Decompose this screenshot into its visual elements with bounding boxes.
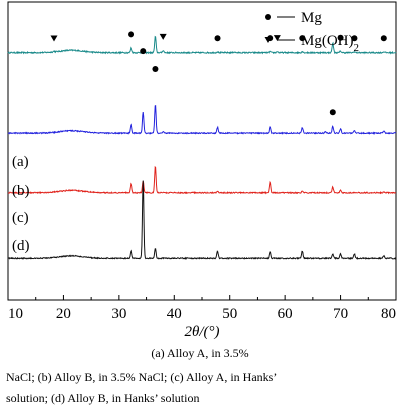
mgoh2-marker-1: [159, 33, 167, 40]
mg-marker-9: [380, 35, 387, 42]
x-axis: 10 20 30 40 50 60 70 80 2θ/(°): [7, 295, 397, 340]
legend-mgoh2-label: Mg(OH)2: [301, 33, 359, 54]
x-tick-label-2: 30: [111, 306, 126, 322]
x-tick-label-5: 60: [278, 306, 293, 322]
series-trace-1: [7, 104, 397, 135]
mg-marker-3: [214, 35, 221, 42]
mg-marker-8: [351, 35, 358, 42]
mgoh2-marker-2: [273, 35, 281, 42]
x-tick-label-6: 70: [333, 306, 348, 322]
caption-line-2: NaCl; (b) Alloy B, in 3.5% NaCl; (c) All…: [6, 370, 278, 384]
x-tick-label-3: 40: [167, 306, 182, 322]
mg-marker-5: [299, 35, 306, 42]
x-axis-label: 2θ/(°): [184, 324, 219, 340]
legend-mg-label: Mg: [301, 10, 322, 26]
caption-line-3: solution; (d) Alloy B, in Hanks’ solutio…: [6, 391, 200, 405]
mgoh2-marker-0: [50, 35, 58, 42]
x-tick-label-7: 80: [381, 306, 396, 322]
x-tick-label-0: 10: [8, 306, 23, 322]
caption-line-1: (a) Alloy A, in 3.5%: [151, 346, 249, 360]
x-tick-label-1: 20: [56, 306, 71, 322]
series-label-2: (c): [12, 210, 29, 226]
series-label-0: (a): [12, 154, 29, 170]
legend-mgoh2-marker: [264, 37, 272, 43]
mg-marker-6: [329, 109, 336, 116]
series-layer: [7, 35, 397, 260]
legend-mg-marker: [265, 14, 271, 20]
mg-marker-0: [128, 31, 135, 38]
mg-marker-2: [152, 66, 159, 73]
x-tick-label-4: 50: [222, 306, 237, 322]
legend: Mg Mg(OH)2: [264, 10, 359, 54]
series-trace-2: [7, 165, 397, 195]
series-labels: (a) (b) (c) (d): [12, 154, 30, 254]
series-trace-3: [7, 180, 397, 260]
series-trace-0: [7, 35, 397, 55]
mg-marker-1: [140, 48, 147, 55]
mg-marker-7: [337, 34, 344, 41]
series-label-3: (d): [12, 238, 30, 254]
series-label-1: (b): [12, 183, 30, 199]
